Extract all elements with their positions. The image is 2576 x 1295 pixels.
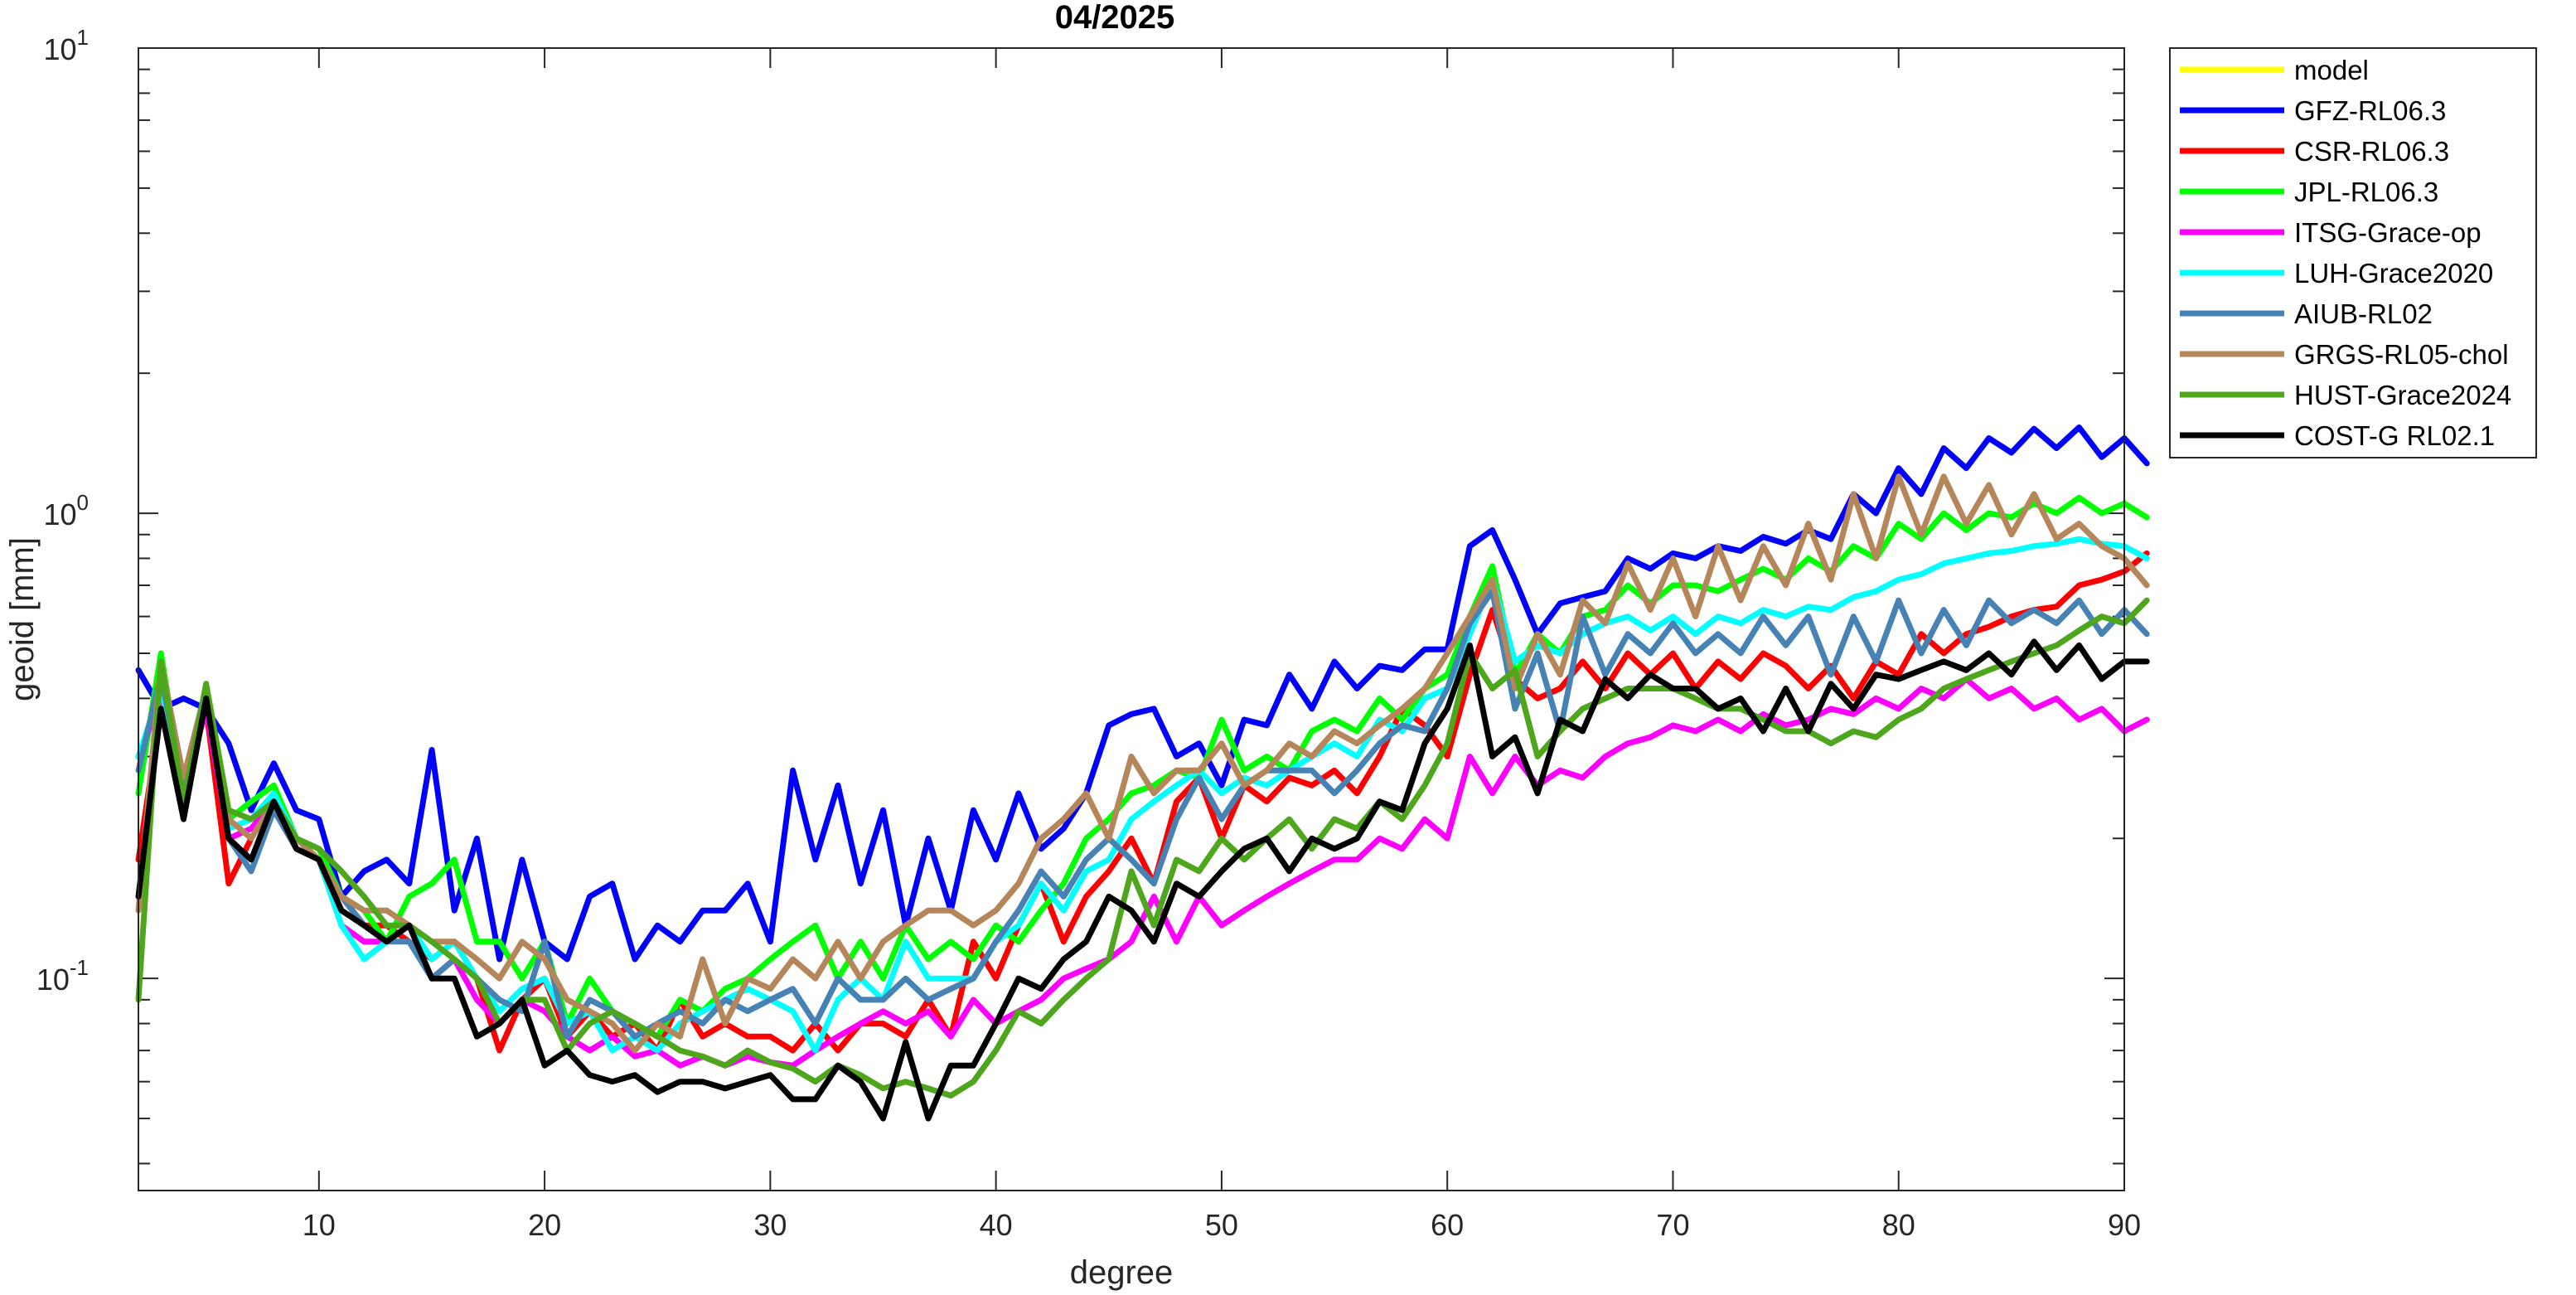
y-tick-label: 10-1 bbox=[36, 955, 89, 997]
legend-label: HUST-Grace2024 bbox=[2294, 380, 2511, 410]
series-line-jpl-rl06-3 bbox=[135, 494, 2150, 1040]
y-tick-base: 10 bbox=[43, 497, 76, 531]
legend-label: COST-G RL02.1 bbox=[2294, 420, 2495, 451]
legend-label: GFZ-RL06.3 bbox=[2294, 95, 2446, 126]
plot-frame bbox=[138, 47, 2125, 1191]
legend-label: LUH-Grace2020 bbox=[2294, 258, 2493, 289]
y-tick-label: 101 bbox=[43, 25, 89, 66]
series-lines bbox=[135, 424, 2150, 1122]
x-tick-label: 90 bbox=[2108, 1208, 2141, 1242]
legend-label: AIUB-RL02 bbox=[2294, 298, 2433, 329]
series-line-cost-g-rl02-1 bbox=[135, 638, 2150, 1122]
legend-label: ITSG-Grace-op bbox=[2294, 217, 2482, 248]
x-tick-label: 60 bbox=[1431, 1208, 1464, 1242]
y-tick-base: 10 bbox=[36, 963, 70, 997]
chart-title: 04/2025 bbox=[1055, 0, 1175, 36]
legend-label: JPL-RL06.3 bbox=[2294, 177, 2438, 207]
y-tick-label: 100 bbox=[43, 490, 89, 531]
y-tick-exponent: -1 bbox=[70, 955, 89, 980]
x-axis-label: degree bbox=[1070, 1254, 1174, 1291]
legend-label: GRGS-RL05-chol bbox=[2294, 339, 2509, 370]
axis-ticks bbox=[138, 47, 2125, 1191]
series-line-hust-grace2024 bbox=[135, 597, 2150, 1099]
plot-area bbox=[138, 48, 2124, 1191]
y-tick-exponent: 1 bbox=[77, 25, 89, 50]
x-tick-label: 50 bbox=[1205, 1208, 1238, 1242]
y-tick-exponent: 0 bbox=[77, 490, 89, 515]
y-tick-base: 10 bbox=[43, 32, 76, 66]
x-tick-labels: 10 20 30 40 50 60 70 80 90 bbox=[303, 1208, 2141, 1242]
x-tick-label: 40 bbox=[980, 1208, 1013, 1242]
x-tick-label: 70 bbox=[1656, 1208, 1689, 1242]
legend: model GFZ-RL06.3 CSR-RL06.3 JPL-RL06.3 ITSG-… bbox=[2169, 47, 2537, 458]
x-tick-label: 20 bbox=[528, 1208, 561, 1242]
x-tick-label: 30 bbox=[753, 1208, 787, 1242]
legend-box bbox=[2169, 47, 2537, 458]
legend-label: model bbox=[2294, 55, 2369, 85]
x-tick-label: 80 bbox=[1882, 1208, 1915, 1242]
x-tick-label: 10 bbox=[303, 1208, 336, 1242]
y-axis-label: geoid [mm] bbox=[4, 537, 41, 701]
legend-label: CSR-RL06.3 bbox=[2294, 136, 2449, 167]
series-line-grgs-rl05-chol bbox=[135, 473, 2150, 1054]
